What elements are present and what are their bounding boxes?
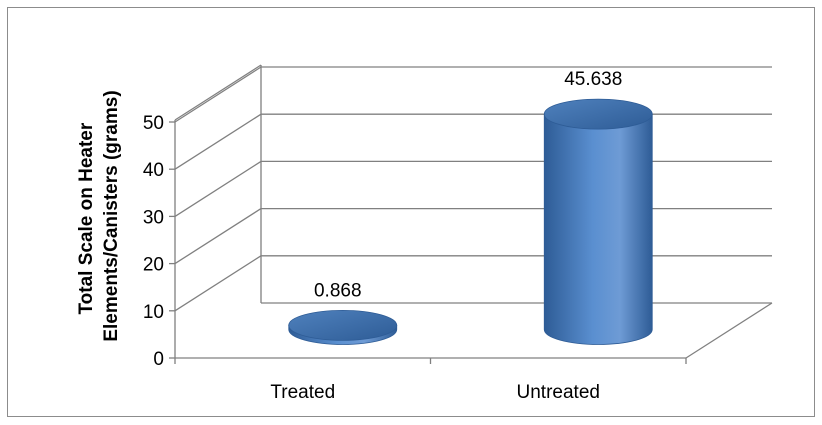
y-tick-label: 10 [143, 302, 164, 323]
gridline-diagonal [174, 113, 262, 170]
gridline-diagonal [174, 66, 262, 123]
gridline-diagonal [174, 255, 262, 312]
y-tick-label: 20 [143, 255, 164, 276]
gridline-diagonal [174, 208, 262, 265]
gridline-diagonal [174, 160, 262, 217]
x-tick-label: Treated [270, 382, 335, 403]
y-axis-title-line-1: Total Scale on Heater [76, 122, 97, 314]
y-axis-title-line-2: Elements/Canisters (grams) [101, 90, 122, 341]
floor-depth-edge [685, 302, 773, 359]
y-tick-label: 40 [143, 160, 164, 181]
y-axis-ticks: 0 10 20 30 40 50 [143, 113, 175, 370]
gridlines [174, 64, 772, 312]
bar-top [543, 98, 653, 130]
y-tick-label: 0 [153, 349, 164, 370]
x-tick-label: Untreated [517, 382, 600, 403]
data-labels: 0.868 45.638 [314, 69, 622, 301]
data-label: 0.868 [314, 280, 362, 301]
bar-treated [288, 310, 398, 345]
bar-top [288, 310, 398, 341]
gridline-diagonal [174, 64, 262, 121]
y-tick-label: 50 [143, 113, 164, 134]
chart-area [7, 7, 815, 417]
bar-untreated [543, 98, 653, 345]
bar-body [543, 113, 653, 345]
x-axis-ticks: Treated Untreated [174, 358, 687, 403]
y-axis-title: Total Scale on Heater Elements/Canisters… [76, 90, 122, 341]
bars [288, 98, 653, 345]
data-label: 45.638 [564, 69, 622, 90]
y-tick-label: 30 [143, 207, 164, 228]
axes [174, 65, 773, 359]
